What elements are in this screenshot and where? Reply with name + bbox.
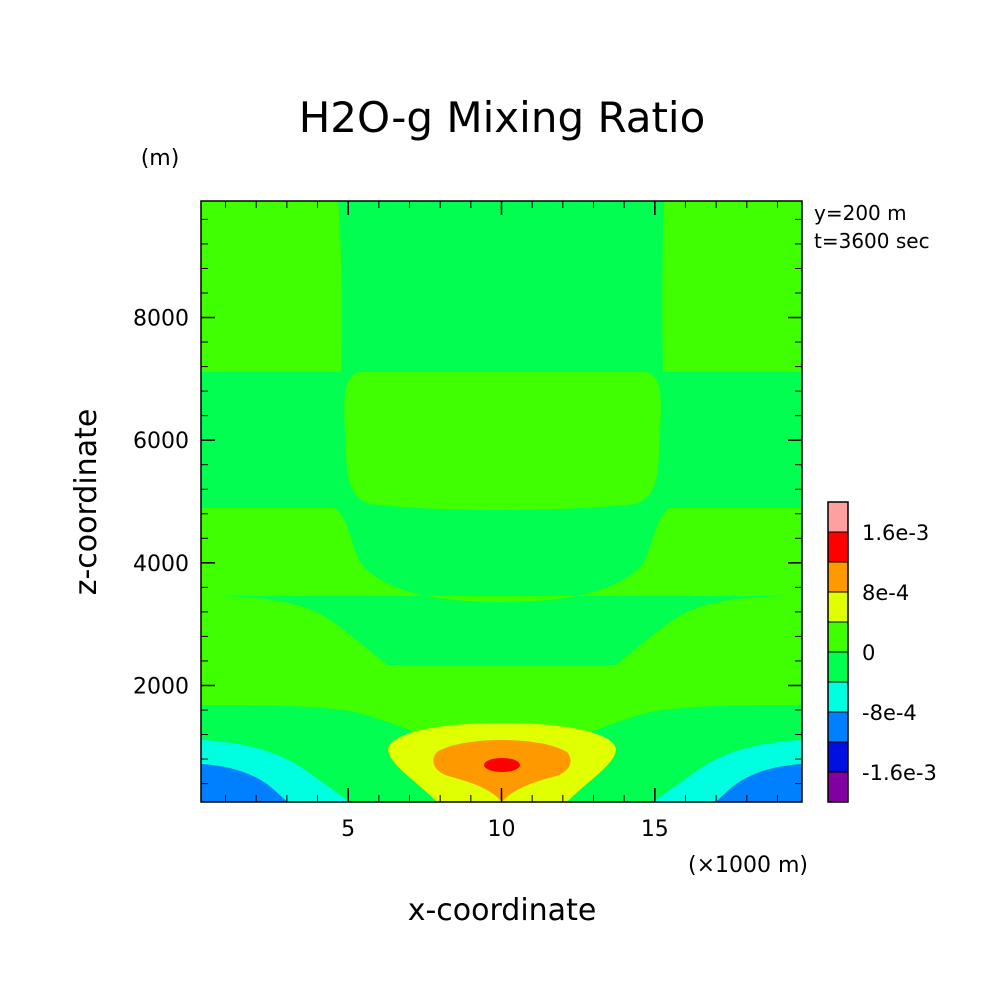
- colorbar-swatch: [828, 682, 848, 712]
- contour-middle-block-4e-4: [344, 372, 661, 510]
- colorbar-tick-label: -8e-4: [862, 701, 917, 725]
- y-tick-label: 4000: [133, 552, 189, 577]
- colorbar-swatch: [828, 772, 848, 802]
- colorbar-tick-label: 8e-4: [862, 581, 909, 605]
- colorbar-tick-label: 0: [862, 641, 875, 665]
- colorbar-swatch: [828, 532, 848, 562]
- contour-blue-left: [201, 764, 288, 802]
- colorbar-swatch: [828, 592, 848, 622]
- y-tick-label: 6000: [133, 429, 189, 454]
- y-tick-label: 2000: [133, 674, 189, 699]
- y-unit-label: (m): [141, 146, 180, 171]
- contour-red-core: [484, 758, 520, 772]
- colorbar: 1.6e-3 8e-4 0 -8e-4 -1.6e-3: [827, 501, 937, 803]
- colorbar-tick-label: 1.6e-3: [862, 521, 929, 545]
- colorbar-swatch: [828, 652, 848, 682]
- y-axis-title: z-coordinate: [69, 409, 104, 596]
- contour-plot-area: 5 10 15 2000 4000 6000 8000: [133, 200, 803, 842]
- x-tick-label: 15: [641, 817, 669, 842]
- annotation-time: t=3600 sec: [814, 229, 930, 253]
- x-axis-title: x-coordinate: [408, 893, 597, 928]
- colorbar-swatch: [828, 742, 848, 772]
- y-tick-label: 8000: [133, 307, 189, 332]
- colorbar-tick-label: -1.6e-3: [862, 761, 937, 785]
- contour-bottom-band-4e-4: [201, 665, 802, 735]
- contour-lower-band-right-4e-4: [583, 596, 802, 685]
- colorbar-swatch: [828, 562, 848, 592]
- annotation-y-position: y=200 m: [814, 201, 907, 225]
- contour-upper-right-4e-4: [662, 201, 802, 372]
- colorbar-swatch: [828, 502, 848, 532]
- x-tick-label: 5: [341, 817, 355, 842]
- axis-ticks: 5 10 15 2000 4000 6000 8000: [133, 201, 802, 842]
- x-unit-label: (×1000 m): [688, 853, 808, 878]
- colorbar-swatch: [828, 712, 848, 742]
- contour-bowl-band-4e-4: [201, 508, 802, 602]
- contour-blue-right: [715, 764, 802, 802]
- chart-title: H2O-g Mixing Ratio: [299, 93, 706, 142]
- x-tick-label: 10: [488, 817, 516, 842]
- contour-upper-left-4e-4: [201, 201, 342, 372]
- contour-lower-band-4e-4: [201, 596, 420, 685]
- colorbar-swatch: [828, 622, 848, 652]
